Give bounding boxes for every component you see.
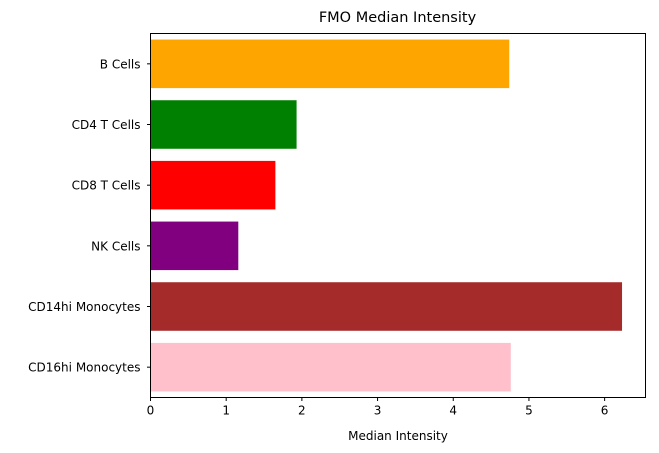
x-tick-label: 1 — [222, 404, 230, 418]
y-tick-label: CD16hi Monocytes — [28, 361, 140, 375]
bar-nk-cells — [150, 221, 239, 271]
chart-title: FMO Median Intensity — [319, 10, 477, 26]
x-tick-label: 4 — [449, 404, 457, 418]
y-tick-label: B Cells — [100, 57, 141, 71]
x-axis-ticks: 0 1 2 3 4 5 6 — [147, 397, 609, 418]
bar-cd14hi-monocytes — [150, 282, 623, 331]
bar-b-cells — [150, 39, 510, 89]
y-tick-label: NK Cells — [91, 239, 140, 253]
x-tick-label: 5 — [525, 404, 533, 418]
x-tick-label: 6 — [601, 404, 609, 418]
x-tick-label: 2 — [298, 404, 306, 418]
bars-group — [150, 39, 623, 392]
y-tick-label: CD14hi Monocytes — [28, 300, 140, 314]
plot-frame — [150, 33, 646, 398]
x-tick-label: 0 — [147, 404, 155, 418]
bar-cd16hi-monocytes — [150, 342, 511, 392]
y-axis-ticks: B Cells CD4 T Cells CD8 T Cells NK Cells CD1… — [28, 57, 151, 375]
x-axis-label: Median Intensity — [348, 429, 448, 443]
x-tick-label: 3 — [374, 404, 382, 418]
bar-cd8-t-cells — [150, 160, 276, 210]
y-tick-label: CD8 T Cells — [72, 179, 141, 193]
bar-cd4-t-cells — [150, 100, 297, 149]
y-tick-label: CD4 T Cells — [72, 118, 141, 132]
